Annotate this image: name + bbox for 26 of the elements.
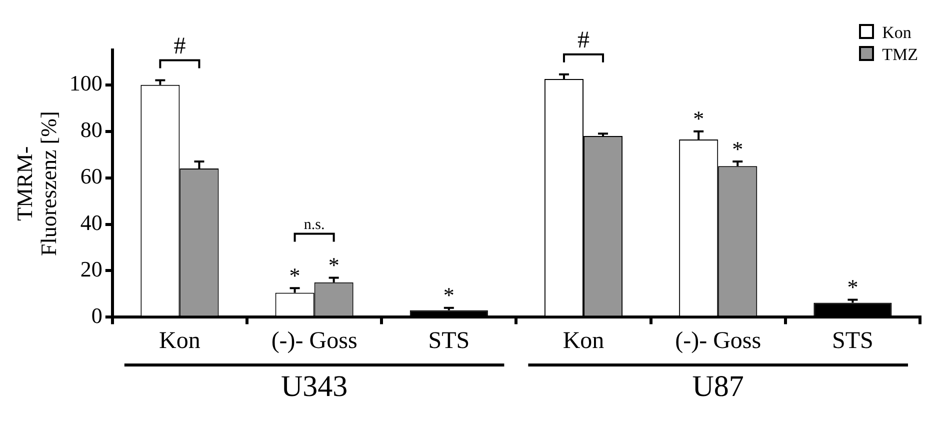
- y-tick-label: 80: [80, 117, 102, 142]
- x-tick-label: (-)- Goss: [271, 328, 358, 354]
- y-tick-label: 40: [80, 210, 102, 236]
- x-tick-label: Kon: [562, 328, 604, 354]
- y-tick-label: 60: [80, 164, 102, 189]
- x-tick-label: STS: [428, 328, 470, 354]
- data-label: *: [289, 262, 300, 288]
- data-label: *: [328, 252, 340, 278]
- data-label: *: [693, 106, 704, 132]
- text: U87: [692, 370, 744, 403]
- annotation: #: [578, 28, 590, 54]
- annotation: n.s.: [304, 217, 325, 234]
- y-axis-title: TMRM-Fluoreszenz [%]: [12, 111, 62, 256]
- data-label: *: [732, 136, 744, 162]
- x-tick-label: STS: [832, 328, 874, 354]
- x-tick-label: Kon: [159, 328, 200, 354]
- data-label: *: [847, 274, 858, 300]
- y-tick-label: 100: [69, 70, 102, 96]
- x-tick-label: (-)- Goss: [675, 328, 762, 354]
- data-label: *: [443, 282, 454, 308]
- text: Kon: [881, 22, 912, 44]
- text: U343: [280, 370, 348, 403]
- annotation: #: [174, 34, 186, 60]
- legend-label: TMZ: [881, 44, 918, 66]
- y-tick-label: 20: [80, 256, 102, 282]
- y-tick-label: 0: [91, 302, 102, 328]
